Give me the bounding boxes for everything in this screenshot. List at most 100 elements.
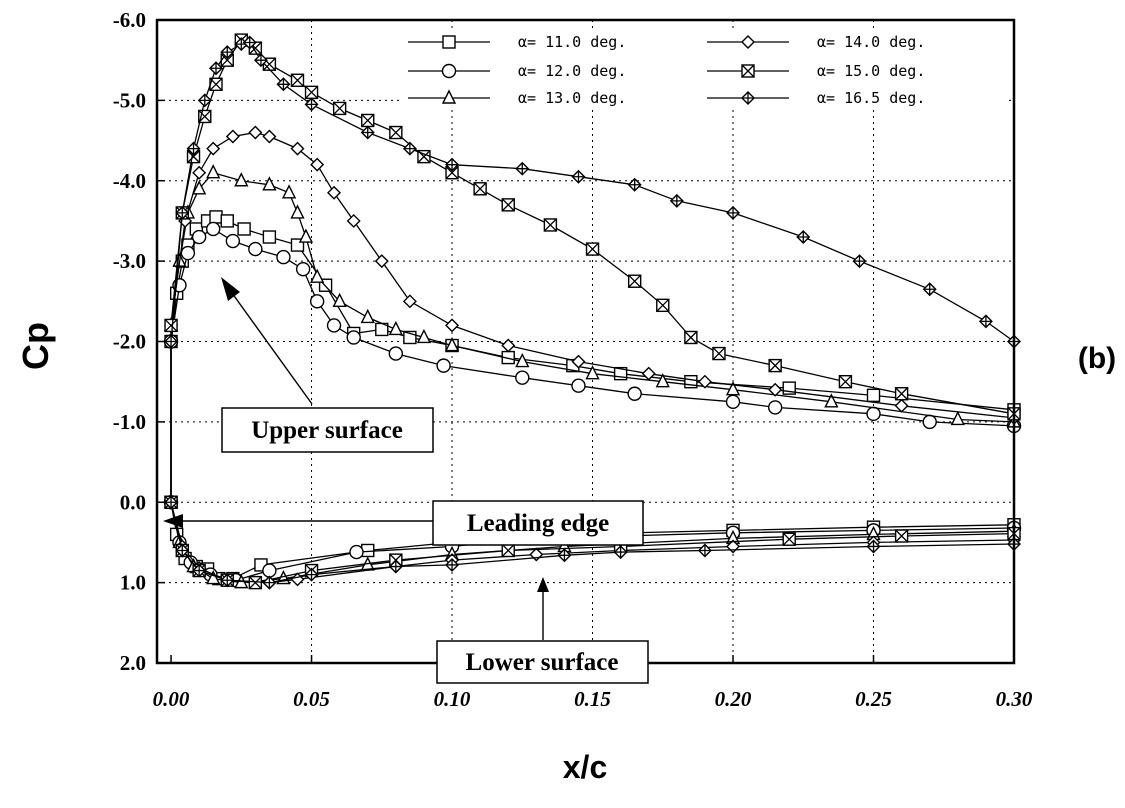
tick-labels: 0.00 0.05 0.10 0.15 0.20 0.25 0.30 -6.0 -5.0 -4.0… (113, 8, 1033, 711)
upper-surface-arrow-line (231, 292, 313, 405)
data-point-cross (501, 198, 515, 212)
data-point (782, 532, 796, 546)
data-point (585, 365, 600, 380)
lower-surface-label: Lower surface (466, 649, 619, 676)
data-point (501, 198, 515, 212)
upper-surface-box (221, 407, 434, 453)
data-point (281, 184, 297, 199)
data-point (767, 400, 783, 415)
data-point (242, 35, 257, 50)
data-point (866, 406, 881, 422)
data-point (175, 543, 190, 558)
data-point (571, 169, 586, 184)
data-point-cross (277, 78, 290, 91)
data-point (543, 218, 558, 232)
data-point-cross (895, 387, 909, 401)
data-point-cross (198, 94, 211, 107)
lower-surface-box (436, 640, 649, 684)
data-point-cross (838, 375, 852, 389)
data-point (416, 328, 432, 344)
data-point (627, 274, 642, 288)
data-point (838, 374, 853, 389)
data-point (205, 221, 221, 237)
leading-edge-label: Leading edge (467, 510, 609, 537)
data-point (613, 545, 628, 560)
data-point-cross (305, 85, 319, 99)
data-point-cross (248, 576, 262, 590)
data-point-cross (797, 231, 810, 244)
data-point-cross (165, 496, 178, 509)
data-point (346, 330, 361, 345)
data-point-cross (165, 335, 178, 348)
data-point (253, 53, 268, 68)
data-point (741, 91, 755, 105)
data-point (796, 230, 811, 245)
data-point (894, 529, 909, 543)
x-tick-label: 0.15 (574, 687, 611, 711)
legend: α= 11.0 deg. α= 12.0 deg. α= 13.0 deg. α= 1… (402, 29, 1006, 109)
data-point (361, 543, 375, 558)
data-point (473, 182, 487, 196)
data-point-cross (684, 331, 698, 344)
data-point-cross (176, 206, 189, 219)
data-point (192, 165, 207, 180)
data-point (922, 282, 937, 297)
data-point-cross (741, 64, 755, 78)
data-point (290, 73, 305, 87)
data-point-cross (389, 560, 402, 573)
data-point (725, 381, 741, 396)
data-point-cross (742, 92, 754, 104)
data-point-cross (895, 529, 909, 543)
data-point (922, 414, 937, 430)
y-tick-label: -3.0 (113, 249, 146, 273)
x-tick-label: 0.05 (293, 687, 330, 711)
data-point (164, 495, 179, 510)
data-point (852, 254, 867, 269)
data-point (571, 354, 586, 369)
data-point (234, 172, 249, 187)
data-point (209, 77, 223, 92)
legend-label: α= 14.0 deg. (817, 33, 925, 51)
data-point-cross (403, 142, 416, 155)
data-point-cross (516, 162, 529, 175)
data-point (262, 230, 277, 244)
data-point-cross (361, 114, 375, 127)
data-point-cross (867, 540, 880, 553)
data-point (388, 346, 404, 361)
data-point (262, 575, 277, 590)
data-point-cross (853, 255, 866, 268)
y-tick-label: -4.0 (113, 169, 146, 193)
data-point (346, 213, 361, 228)
data-point (402, 294, 417, 309)
data-point-cross (586, 242, 599, 256)
data-point-cross (176, 544, 189, 557)
data-point (175, 205, 190, 220)
data-point-cross (254, 54, 267, 67)
data-point (206, 164, 221, 179)
data-point (768, 382, 783, 397)
upper-surface-arrowhead (221, 277, 240, 301)
data-point-cross (389, 126, 403, 139)
legend-label: α= 13.0 deg. (518, 89, 626, 107)
data-point-cross (221, 46, 234, 59)
data-point (627, 177, 642, 192)
data-point-cross (979, 315, 992, 328)
data-point (866, 388, 881, 403)
x-tick-label: 0.00 (153, 687, 190, 711)
x-tick-label: 0.25 (855, 687, 892, 711)
data-point (304, 85, 319, 100)
data-point (310, 268, 325, 283)
data-point (361, 113, 375, 128)
y-tick-label: 1.0 (120, 571, 146, 595)
data-point-cross (628, 274, 642, 288)
data-point (445, 557, 460, 572)
data-point (262, 176, 277, 191)
data-point (220, 45, 235, 60)
data-point (741, 35, 755, 49)
data-point (442, 35, 456, 49)
data-point (656, 298, 670, 313)
data-point (697, 374, 712, 389)
legend-entry: α= 16.5 deg. (707, 89, 925, 107)
data-point (262, 563, 277, 578)
